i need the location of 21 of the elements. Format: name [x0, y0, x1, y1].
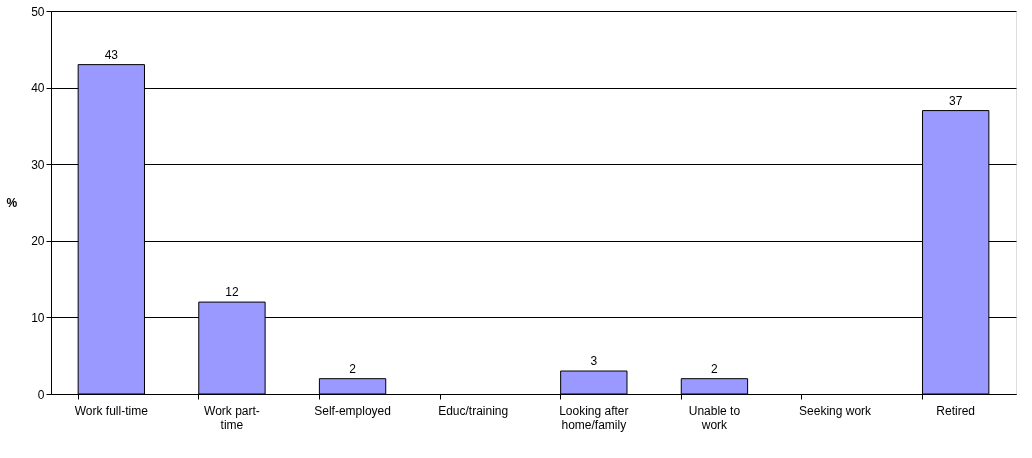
y-tick-label: 0 [37, 387, 45, 402]
x-tick-label: Unable to work [688, 403, 741, 432]
y-tick-label: 30 [31, 157, 45, 172]
x-tick-label: Looking after home/family [559, 403, 629, 432]
y-axis-title: % [6, 196, 18, 210]
y-tick-label: 20 [31, 234, 45, 249]
x-tick-label: Educ/training [438, 403, 509, 418]
data-label: 12 [225, 285, 239, 300]
x-tick-label: Self-employed [314, 403, 391, 418]
y-tick-label: 10 [31, 310, 45, 325]
data-label: 2 [349, 361, 357, 376]
x-tick-label: Work part- time [204, 403, 260, 432]
y-tick-label: 40 [31, 81, 45, 96]
data-label: 43 [104, 47, 119, 62]
x-tick-label: Retired [936, 403, 976, 418]
data-label: 37 [949, 93, 963, 108]
y-tick-label: 50 [31, 4, 45, 19]
data-label: 2 [711, 361, 719, 376]
data-label: 3 [590, 354, 598, 369]
x-tick-label: Seeking work [799, 403, 873, 418]
x-tick-label: Work full-time [74, 403, 149, 418]
